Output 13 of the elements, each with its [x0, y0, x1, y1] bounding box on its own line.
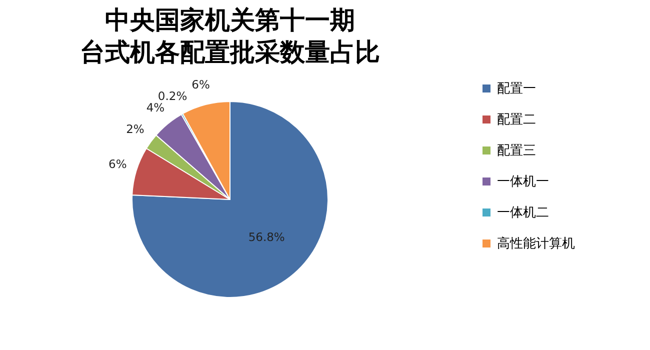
data-label: 6%	[192, 78, 210, 92]
data-label: 2%	[126, 122, 144, 136]
legend-label: 一体机一	[497, 174, 549, 190]
legend-label: 高性能计算机	[497, 236, 575, 252]
legend-label: 配置三	[497, 144, 536, 158]
legend-label: 配置二	[497, 112, 536, 128]
data-label: 56.8%	[248, 230, 285, 244]
legend-label: 配置一	[497, 82, 536, 96]
data-label: 4%	[146, 100, 165, 115]
data-label: 0.2%	[158, 89, 188, 104]
legend-label: 一体机二	[497, 206, 549, 220]
chart-title: 中央国家机关第十一期台式机各配置批采数量占比	[80, 6, 380, 67]
data-label: 6%	[108, 157, 127, 172]
